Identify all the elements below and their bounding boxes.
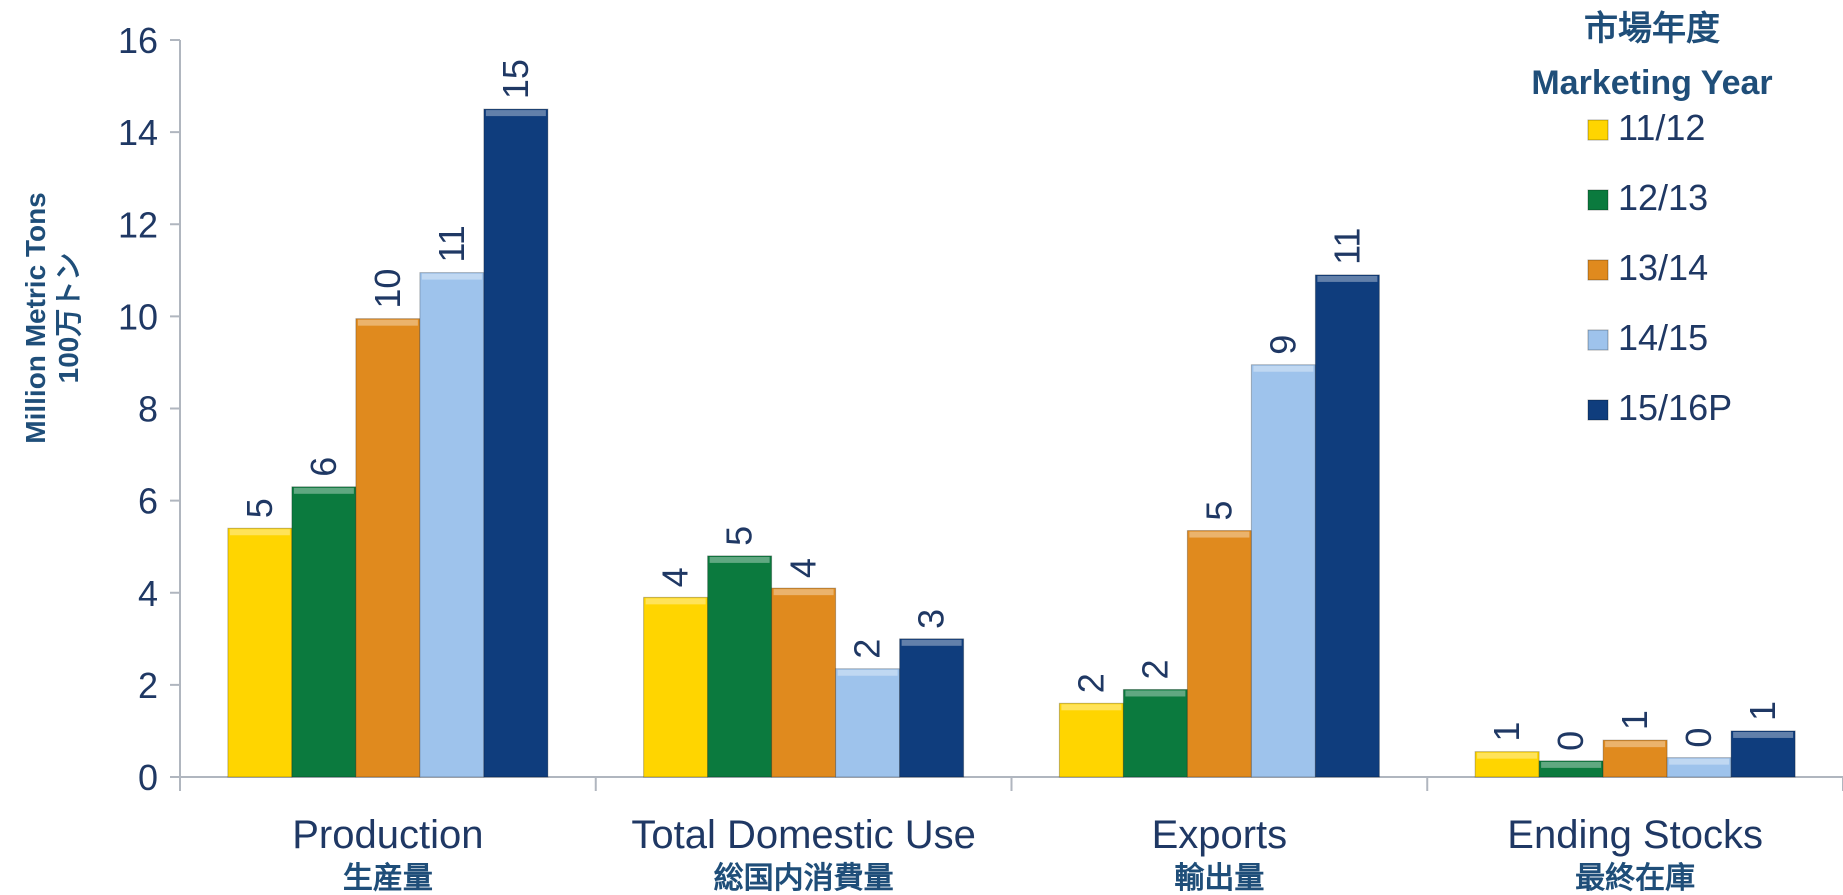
bar-highlight bbox=[421, 273, 482, 280]
data-label: 5 bbox=[239, 498, 280, 518]
legend-label: 14/15 bbox=[1618, 317, 1708, 358]
category-label: Total Domestic Use bbox=[631, 813, 976, 857]
bar-highlight bbox=[1061, 704, 1122, 711]
bar-exports-1314 bbox=[1186, 530, 1252, 778]
category-label: Ending Stocks bbox=[1507, 813, 1763, 857]
bar-highlight bbox=[1189, 531, 1250, 538]
data-label: 9 bbox=[1262, 335, 1303, 355]
data-label: 4 bbox=[655, 567, 696, 587]
data-label: 2 bbox=[847, 639, 888, 659]
legend-label: 11/12 bbox=[1618, 107, 1705, 148]
bar-highlight bbox=[485, 110, 546, 117]
legend-swatch bbox=[1587, 399, 1609, 421]
bar-ending-stocks-1516P bbox=[1730, 730, 1796, 778]
legend-swatch bbox=[1587, 189, 1609, 211]
y-tick-label: 0 bbox=[138, 757, 158, 798]
bar-highlight bbox=[773, 589, 834, 596]
bar-highlight bbox=[357, 319, 418, 326]
category-label-jp: 総国内消費量 bbox=[714, 861, 894, 895]
bar-highlight bbox=[1541, 761, 1602, 768]
legend-swatch bbox=[1587, 119, 1609, 141]
bar-exports-1516P bbox=[1314, 274, 1380, 778]
category-label-jp: 生産量 bbox=[343, 861, 433, 895]
data-label: 5 bbox=[1198, 501, 1239, 521]
bar-production-1415 bbox=[419, 272, 485, 778]
y-tick-label: 4 bbox=[138, 573, 158, 614]
bar-highlight bbox=[901, 639, 962, 646]
bar-highlight bbox=[293, 487, 354, 494]
legend-swatch bbox=[1587, 329, 1609, 351]
y-axis-title: Million Metric Tons 100万トン bbox=[20, 192, 84, 443]
legend-title-en: Marketing Year bbox=[1531, 64, 1772, 102]
category-label-jp: 最終在庫 bbox=[1575, 861, 1695, 895]
bar-total-domestic-use-1213 bbox=[707, 555, 773, 778]
bar-highlight bbox=[1317, 275, 1378, 282]
data-label: 1 bbox=[1742, 701, 1783, 721]
category-labels: Production 生産量 Total Domestic Use 総国内消費量 Exp… bbox=[292, 813, 1763, 895]
data-label: 11 bbox=[1326, 228, 1367, 265]
y-tick-label: 6 bbox=[138, 481, 158, 522]
legend-label: 12/13 bbox=[1618, 177, 1708, 218]
legend-label: 15/16P bbox=[1618, 387, 1732, 428]
data-label: 0 bbox=[1550, 731, 1591, 751]
legend-swatch bbox=[1587, 259, 1609, 281]
bar-total-domestic-use-1415 bbox=[835, 668, 901, 778]
data-label: 6 bbox=[303, 457, 344, 477]
legend-label: 13/14 bbox=[1618, 247, 1708, 288]
y-tick-label: 14 bbox=[118, 112, 158, 153]
bar-highlight bbox=[1125, 690, 1186, 697]
category-label: Production bbox=[292, 813, 483, 857]
bar-highlight bbox=[709, 556, 770, 563]
bar-total-domestic-use-1112 bbox=[643, 596, 709, 778]
bar-exports-1415 bbox=[1250, 364, 1316, 778]
y-tick-label: 12 bbox=[118, 204, 158, 245]
bar-production-1516P bbox=[483, 108, 549, 778]
bar-production-1213 bbox=[291, 486, 357, 778]
bar-total-domestic-use-1314 bbox=[771, 587, 837, 778]
category-label: Exports bbox=[1152, 813, 1288, 857]
y-tick-label: 16 bbox=[118, 20, 158, 61]
bar-highlight bbox=[837, 669, 898, 676]
data-label: 10 bbox=[367, 269, 408, 309]
data-label: 4 bbox=[783, 558, 824, 578]
bar-highlight bbox=[229, 529, 290, 536]
bar-highlight bbox=[1733, 731, 1794, 738]
bar-highlight bbox=[1253, 365, 1314, 372]
bar-production-1314 bbox=[355, 318, 421, 778]
data-label: 0 bbox=[1678, 728, 1719, 748]
bar-ending-stocks-1314 bbox=[1602, 739, 1668, 778]
data-label: 1 bbox=[1486, 722, 1527, 742]
legend: 市場年度 Marketing Year 11/12 12/13 13/14 14/15… bbox=[1531, 9, 1772, 428]
x-axis bbox=[179, 776, 1843, 791]
category-label-jp: 輸出量 bbox=[1174, 861, 1264, 895]
data-label: 2 bbox=[1134, 659, 1175, 679]
bar-ending-stocks-1112 bbox=[1474, 751, 1540, 778]
y-tick-label: 8 bbox=[138, 389, 158, 430]
bar-exports-1213 bbox=[1122, 688, 1188, 778]
bar-highlight bbox=[645, 598, 706, 605]
bar-production-1112 bbox=[227, 527, 293, 778]
bar-highlight bbox=[1669, 758, 1730, 765]
bars-group bbox=[227, 108, 1796, 778]
data-label: 2 bbox=[1070, 673, 1111, 693]
y-tick-label: 10 bbox=[118, 296, 158, 337]
bar-exports-1112 bbox=[1058, 702, 1124, 778]
legend-title-jp: 市場年度 bbox=[1584, 9, 1720, 48]
y-axis: 0 2 4 6 8 10 12 14 16 bbox=[118, 20, 181, 798]
data-label: 15 bbox=[495, 59, 536, 99]
data-label: 5 bbox=[719, 526, 760, 546]
bar-total-domestic-use-1516P bbox=[899, 638, 965, 778]
data-label: 11 bbox=[431, 225, 472, 262]
bar-highlight bbox=[1477, 752, 1538, 759]
data-label: 1 bbox=[1614, 710, 1655, 730]
y-axis-title-en: Million Metric Tons bbox=[20, 192, 51, 443]
data-label: 3 bbox=[911, 609, 952, 629]
bar-highlight bbox=[1605, 741, 1666, 748]
y-tick-label: 2 bbox=[138, 665, 158, 706]
y-axis-title-jp: 100万トン bbox=[53, 253, 84, 384]
